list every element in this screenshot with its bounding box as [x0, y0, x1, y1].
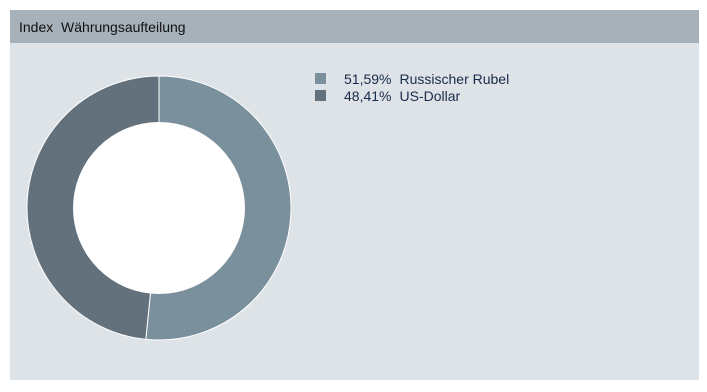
donut-hole: [73, 122, 245, 294]
legend-swatch-rubel: [315, 73, 326, 84]
legend-percent-rubel: 51,59%: [344, 70, 392, 87]
legend-label-rubel: Russischer Rubel: [399, 70, 510, 87]
legend-item-usd: 48,41% US-Dollar: [315, 87, 509, 104]
legend-item-rubel: 51,59% Russischer Rubel: [315, 70, 509, 87]
chart-panel: Index Währungsaufteilung 51,59% Russisch…: [10, 10, 699, 380]
panel-header: Index Währungsaufteilung: [10, 10, 699, 43]
donut-chart: [26, 75, 292, 341]
panel-title: Index Währungsaufteilung: [19, 19, 186, 35]
chart-legend: 51,59% Russischer Rubel 48,41% US-Dollar: [315, 70, 509, 104]
legend-label-usd: US-Dollar: [399, 87, 461, 104]
legend-swatch-usd: [315, 90, 326, 101]
legend-percent-usd: 48,41%: [344, 87, 392, 104]
